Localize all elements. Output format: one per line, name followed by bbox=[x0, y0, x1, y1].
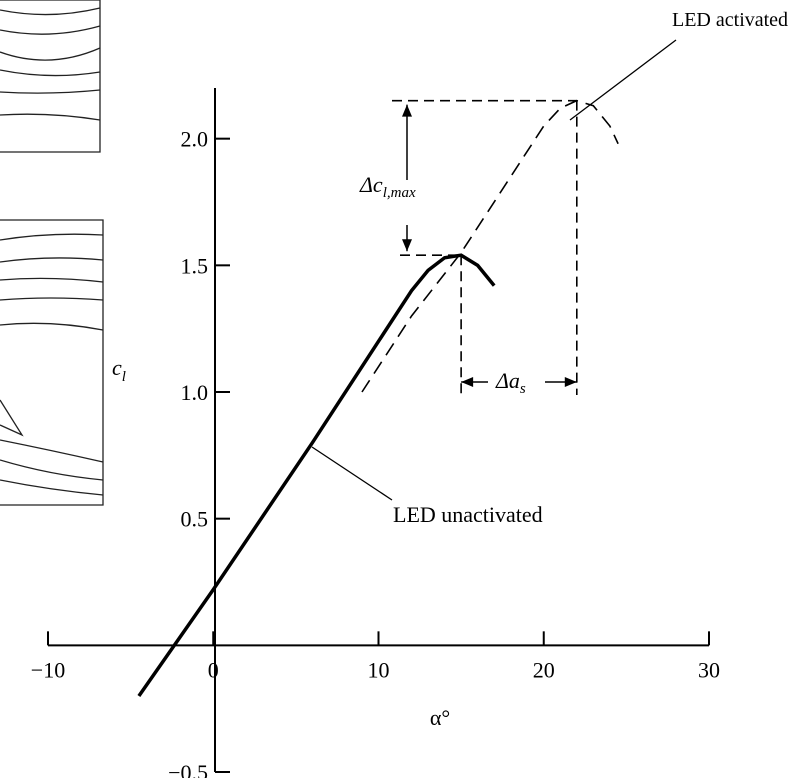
y-tick-label: 0.5 bbox=[181, 507, 209, 532]
leader bbox=[311, 446, 393, 501]
x-tick-label: 30 bbox=[698, 657, 720, 682]
series-line bbox=[361, 99, 619, 393]
y-tick-label: 1.0 bbox=[181, 380, 209, 405]
delta-cl-max: Δcl,max bbox=[359, 172, 416, 201]
leader bbox=[569, 39, 677, 121]
y-axis-label: cl bbox=[112, 355, 126, 385]
arrowhead bbox=[461, 377, 577, 387]
x-tick-label: 20 bbox=[533, 657, 555, 682]
led-activated-label: LED activated bbox=[672, 9, 789, 31]
y-tick-label: 1.5 bbox=[181, 253, 209, 278]
flow-picture bbox=[0, 0, 104, 506]
y-tick-label: 2.0 bbox=[181, 127, 209, 152]
delta-alpha-s: Δas bbox=[495, 368, 526, 397]
delta-alpha-main: Δa bbox=[495, 368, 520, 393]
delta-cl-max-main: Δc bbox=[359, 172, 383, 197]
y-tick-label: −0.5 bbox=[168, 760, 208, 778]
led-unactivated-label: LED unactivated bbox=[393, 502, 543, 527]
delta-alpha-sub: s bbox=[520, 381, 526, 397]
y-label-main: c bbox=[112, 355, 122, 380]
series-line bbox=[137, 253, 496, 698]
x-axis-label: α° bbox=[430, 705, 450, 730]
x-tick-label: −10 bbox=[31, 657, 65, 682]
x-tick-label: 0 bbox=[208, 657, 219, 682]
x-tick-label: 10 bbox=[368, 657, 390, 682]
delta-cl-max-sub: l,max bbox=[383, 185, 416, 201]
y-label-sub: l bbox=[122, 369, 126, 385]
